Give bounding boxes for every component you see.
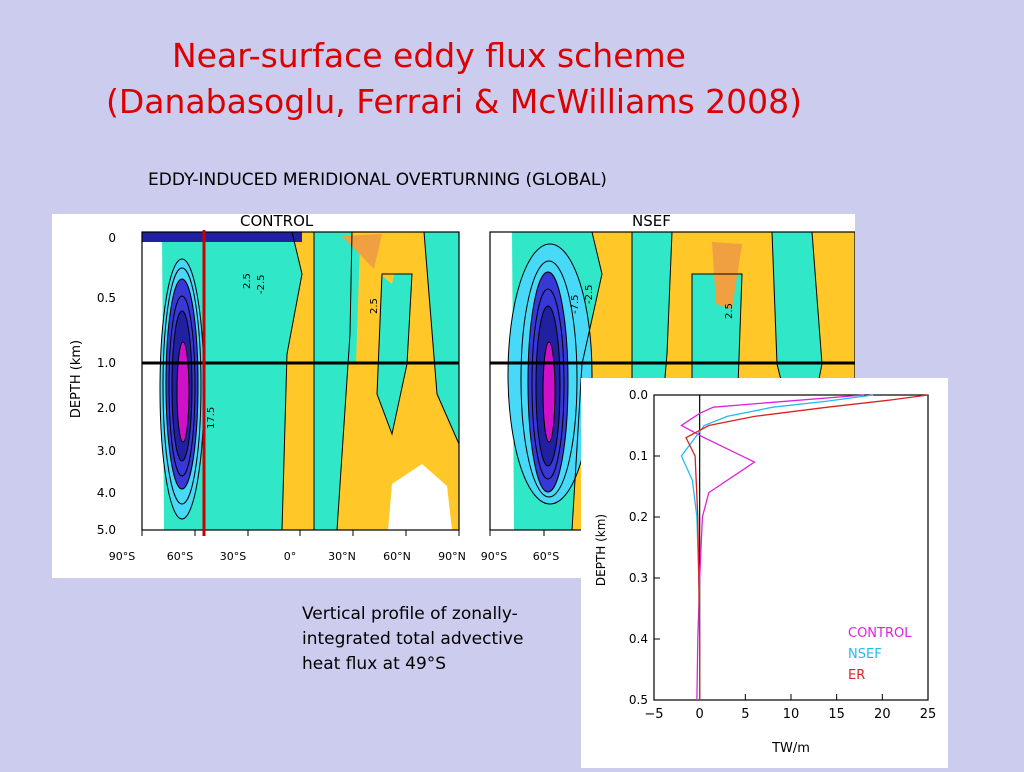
series-line-control: [680, 394, 865, 701]
x-tick-label: −5: [644, 707, 663, 722]
x-tick-label: 0°: [284, 550, 297, 563]
profile-plot-frame: [653, 394, 929, 701]
profile-y-axis-label: DEPTH (km): [594, 514, 608, 586]
x-tick-label: 60°N: [383, 550, 411, 563]
y-tick-label: 3.0: [97, 444, 116, 458]
control-contour-panel: 2.5 2.5 -2.5 17.5: [141, 230, 460, 536]
x-tick-label: 10: [783, 707, 800, 722]
x-tick-label: 30°N: [328, 550, 356, 563]
y-tick-label: 4.0: [97, 486, 116, 500]
legend-entry: ER: [848, 668, 865, 683]
profile-caption: Vertical profile of zonally- integrated …: [302, 602, 523, 677]
x-tick-label: 60°S: [167, 550, 193, 563]
x-tick-label: 90°S: [481, 550, 507, 563]
y-tick-label: 0.3: [629, 571, 648, 585]
contour-label: -7.5: [570, 294, 581, 314]
caption-line: heat flux at 49°S: [302, 654, 447, 674]
contour-label: 2.5: [369, 298, 380, 314]
contour-label: 2.5: [242, 273, 253, 289]
x-tick-label: 60°S: [533, 550, 559, 563]
x-tick-label: 0: [696, 707, 704, 722]
y-tick-label: 0: [108, 231, 116, 245]
contour-label: 2.5: [724, 303, 735, 319]
x-tick-label: 25: [920, 707, 937, 722]
x-tick-label: 15: [828, 707, 845, 722]
heat-flux-profile-chart: −5 0 5 10 15 20 25 0.0 0.1 0.2 0.3 0.4 0.5 CONTROL NS…: [581, 378, 948, 768]
y-tick-label: 0.5: [97, 291, 116, 305]
nsef-panel-label: NSEF: [632, 212, 671, 230]
series-line-er: [685, 394, 929, 700]
y-tick-label: 1.0: [97, 356, 116, 370]
x-tick-label: 90°N: [438, 550, 466, 563]
y-tick-label: 0.0: [629, 388, 648, 402]
y-tick-label: 2.0: [97, 401, 116, 415]
legend-entry: NSEF: [848, 647, 882, 662]
slide-title-line2: (Danabasoglu, Ferrari & McWilliams 2008): [106, 82, 803, 121]
y-tick-label: 0.4: [629, 632, 648, 646]
caption-line: Vertical profile of zonally-: [302, 604, 518, 624]
slide-title-line1: Near-surface eddy flux scheme: [172, 36, 686, 75]
contour-depth-axis-label: DEPTH (km): [69, 340, 84, 418]
figure-subtitle: EDDY-INDUCED MERIDIONAL OVERTURNING (GLO…: [148, 170, 607, 190]
x-tick-label: 20: [874, 707, 891, 722]
control-panel-label: CONTROL: [240, 212, 314, 230]
contour-label: -2.5: [256, 274, 267, 294]
profile-x-axis-label: TW/m: [771, 741, 810, 756]
x-tick-label: 5: [741, 707, 749, 722]
contour-label: -2.5: [584, 284, 595, 304]
legend-entry: CONTROL: [848, 626, 912, 641]
y-tick-label: 0.1: [629, 449, 648, 463]
contour-label: 17.5: [206, 407, 217, 429]
y-tick-label: 0.5: [629, 693, 648, 707]
x-tick-label: 30°S: [220, 550, 246, 563]
profile-plot: −5 0 5 10 15 20 25 0.0 0.1 0.2 0.3 0.4 0.5 CONTROL NS…: [594, 388, 937, 756]
caption-line: integrated total advective: [302, 629, 524, 649]
y-tick-label: 5.0: [97, 523, 116, 537]
y-tick-label: 0.2: [629, 510, 648, 524]
x-tick-label: 90°S: [109, 550, 135, 563]
